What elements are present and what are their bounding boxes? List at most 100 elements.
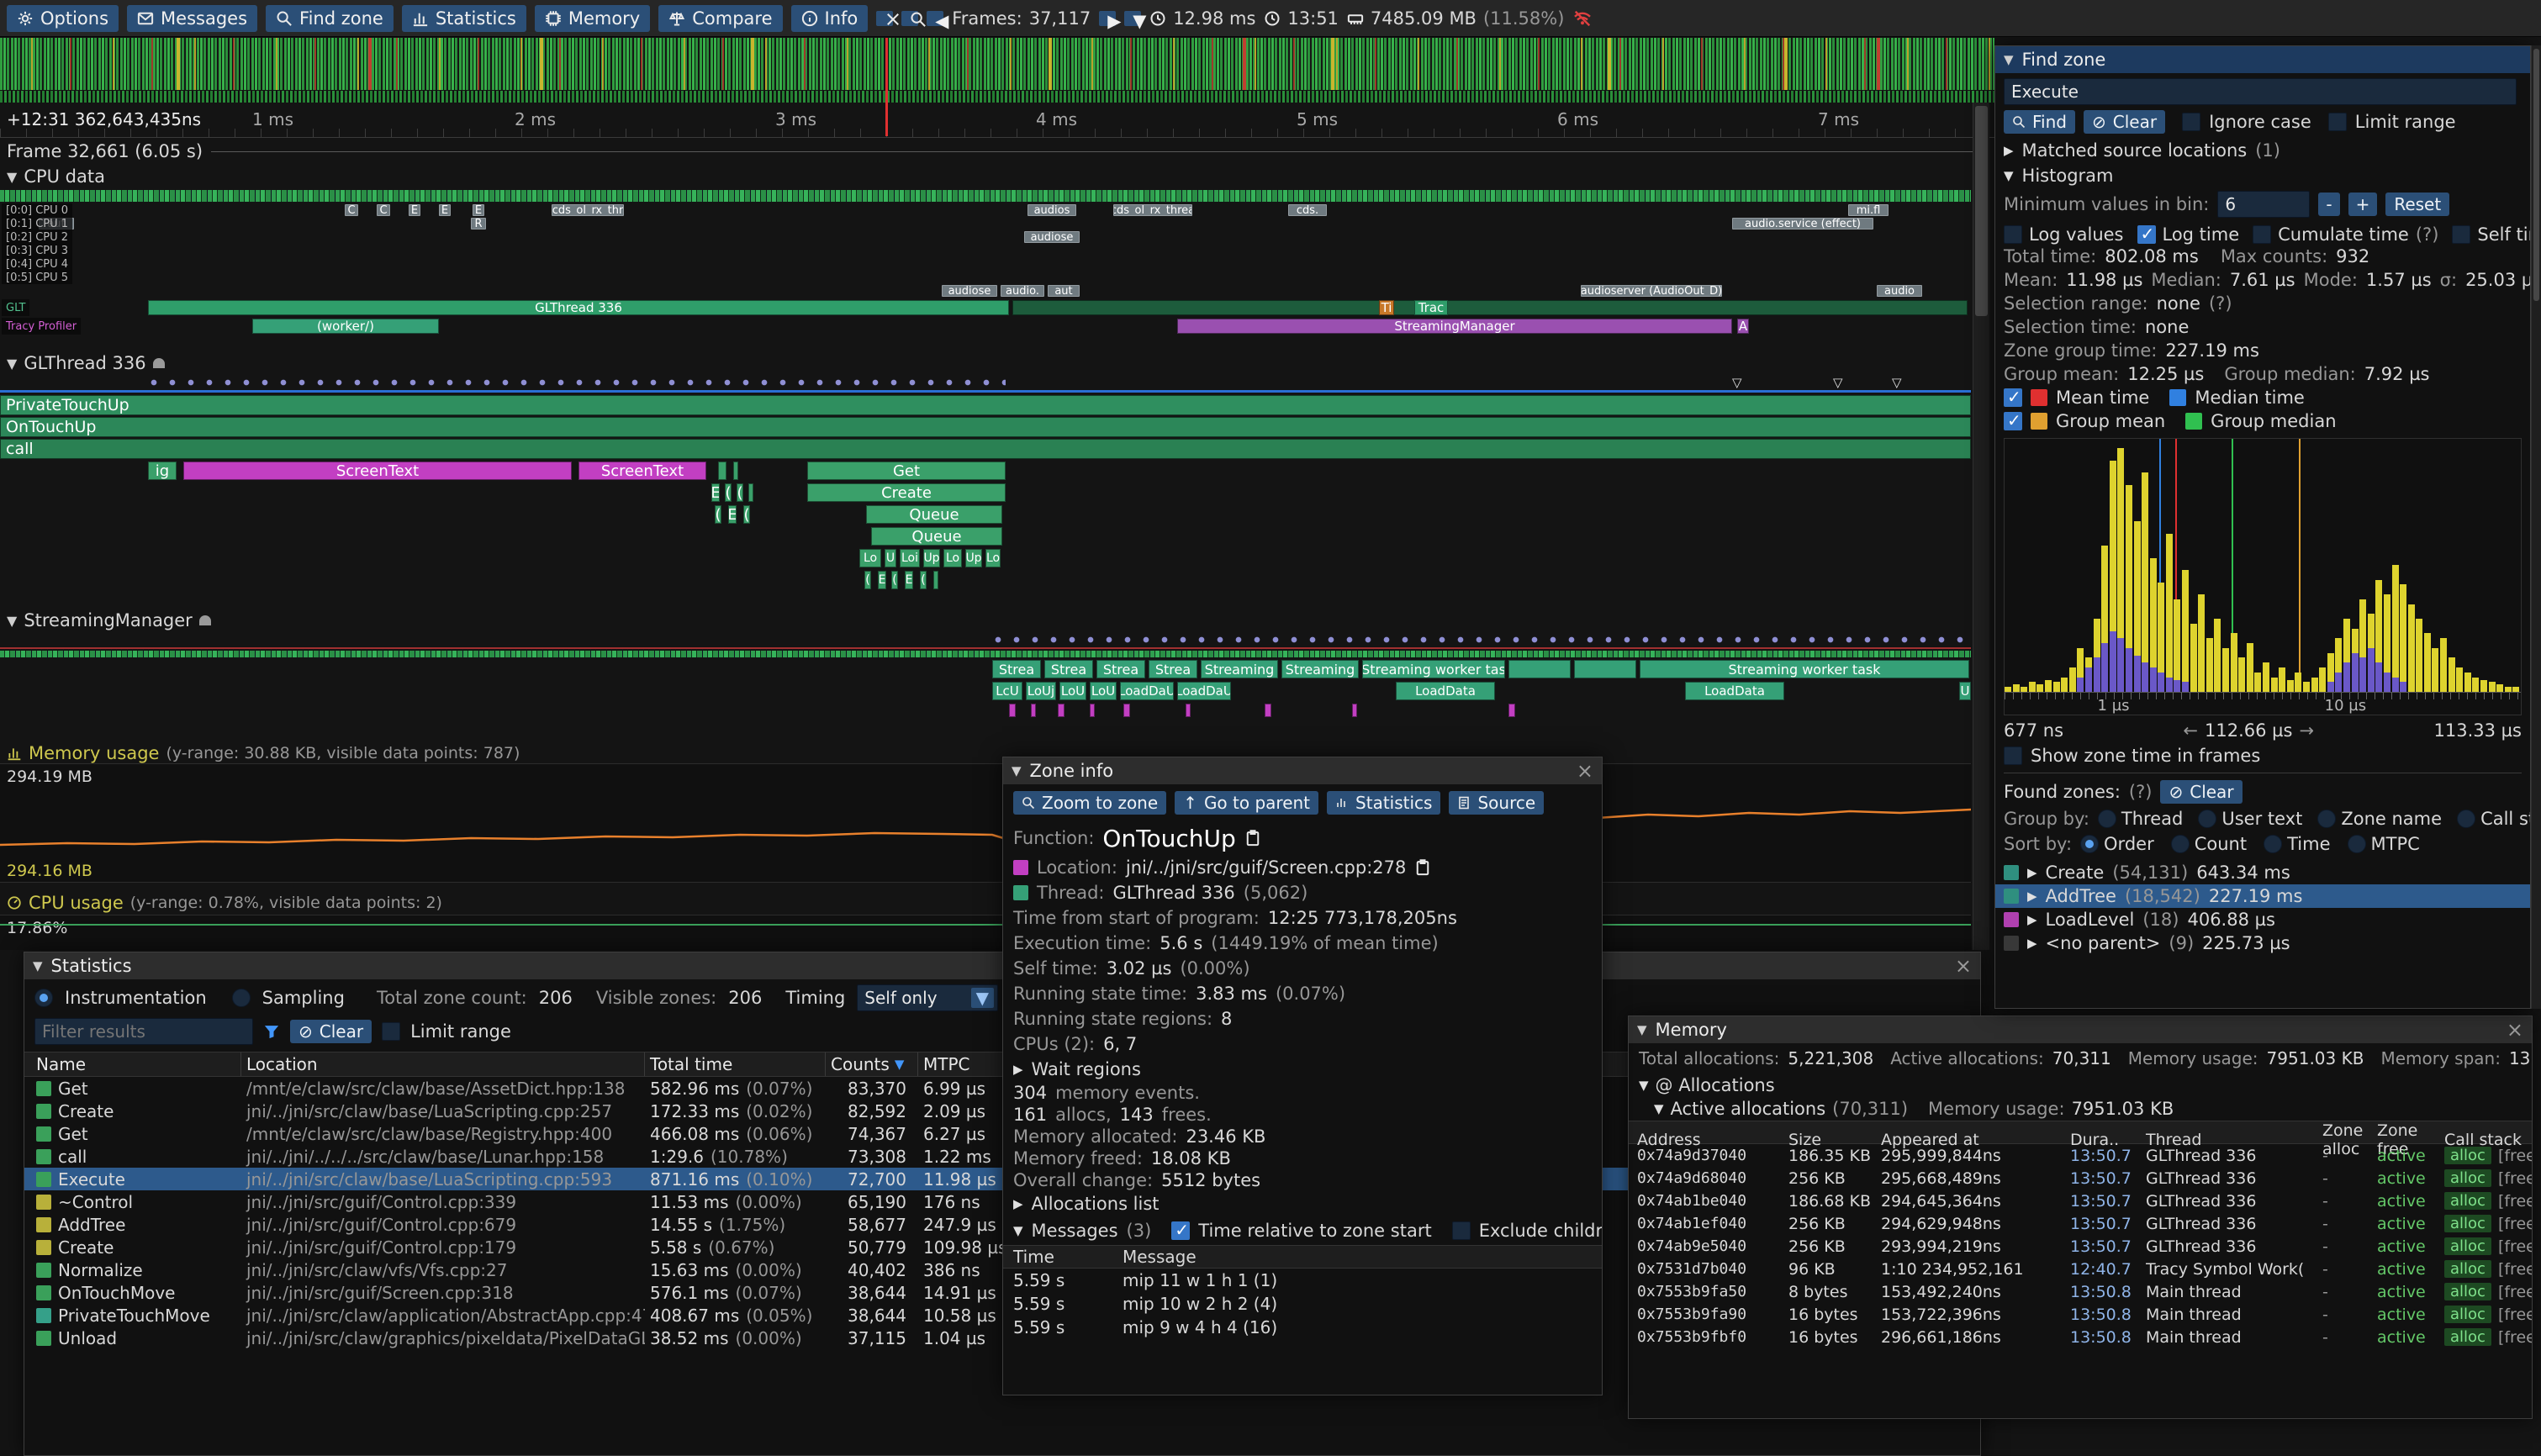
found-zone-group-row[interactable]: ▶ AddTree (18,542) 227.19 ms [1995,884,2530,908]
log-values-checkbox[interactable] [2004,225,2022,244]
cpu-workers-track[interactable]: Tracy Profiler (worker/) StreamingManager… [0,318,1971,335]
instrumentation-radio[interactable] [34,989,53,1007]
zone-bar[interactable]: Up [965,549,982,567]
group-by-radio[interactable]: User text [2198,809,2302,829]
statistics-row[interactable]: Create jni/../jni/src/guif/Control.cpp:1… [24,1236,1980,1258]
zone-bar-ontouchup[interactable]: OnTouchUp [0,417,1971,437]
glthread-section-header[interactable]: ▼ GLThread 336 [7,353,165,373]
allocations-node[interactable]: ▼ @ Allocations [1639,1075,1775,1095]
streaming-marks-row[interactable] [0,703,1971,718]
ghost-icon[interactable] [198,615,211,625]
cpu-zone[interactable]: audio.service (effect) [1732,218,1873,229]
zone-bar[interactable]: ig [148,462,177,480]
compare-button[interactable]: Compare [658,4,783,32]
log-time-checkbox[interactable] [2137,224,2156,244]
cpu-glthread-track[interactable]: GLT GLThread 336 Ti Trac [0,299,1971,316]
allocation-row[interactable]: 0x74a9d37040 186.35 KB 295,999,844ns 13:… [1637,1146,2532,1165]
close-icon[interactable]: × [2506,1018,2523,1042]
zone-mark[interactable] [1058,704,1064,717]
min-bin-input[interactable] [2217,191,2311,218]
histogram-plot[interactable]: 1 µs 10 µs [2004,438,2522,715]
find-zone-titlebar[interactable]: ▼ Find zone [1995,46,2530,73]
zone-mark[interactable] [1009,704,1016,717]
zone-bar[interactable]: ( [920,571,927,589]
cpu-zone[interactable]: C [345,204,358,216]
memory-button[interactable]: Memory [534,4,651,32]
close-icon[interactable]: × [1576,759,1593,783]
zone-bar[interactable]: Streaming [1201,660,1278,678]
find-zone-scrollbar[interactable] [2531,45,2541,1009]
zone-bar[interactable]: U [885,549,896,567]
cpu-zone[interactable]: audioserver (AudioOut_D) [1581,285,1722,297]
cpu-data-header[interactable]: ▼ CPU data [7,166,105,187]
wait-regions-node[interactable]: ▶ Wait regions [1013,1059,1141,1079]
zone-mark[interactable] [1265,704,1271,717]
find-zone-button[interactable]: Find zone [266,4,394,32]
cpu-core-track[interactable]: [0:2] CPU 2 audiose [0,230,1971,244]
cpu-zone[interactable]: audio. [1001,285,1044,297]
memory-titlebar[interactable]: ▼ Memory × [1629,1016,2532,1043]
matched-locations-node[interactable]: ▶ Matched source locations (1) [2004,140,2280,161]
message-marker[interactable]: ▽ [1732,375,1742,390]
self-time-checkbox[interactable] [2452,225,2471,244]
zone-bar[interactable]: LoU [1059,682,1086,700]
streaming-messages-row[interactable] [992,634,1971,646]
glthread-zone-row[interactable]: Lo U Loi Up Lo Up Lo [0,548,1971,568]
zone-mark[interactable] [1186,704,1191,717]
messages-table-header[interactable]: Time Message [1003,1245,1602,1269]
zone-bar[interactable]: Strea [1096,660,1145,678]
zone-bar[interactable]: Lo [985,549,1001,567]
glthread-zone-row[interactable]: E ((Create [0,483,1971,503]
group-by-radio[interactable]: Zone name [2317,809,2442,829]
messages-node[interactable]: ▼ Messages(3) Time relative to zone star… [1003,1216,1602,1245]
scrollbar-thumb[interactable] [1975,106,1988,316]
allocation-row[interactable]: 0x7553b9fbf0 16 bytes 296,661,186ns 13:5… [1637,1327,2532,1347]
allocation-row[interactable]: 0x7531d7b040 96 KB 1:10 234,952,161 12:4… [1637,1259,2532,1279]
scrollbar-thumb[interactable] [2533,49,2539,301]
filter-input[interactable] [34,1018,253,1045]
zone-bar-privatetouchup[interactable]: PrivateTouchUp [0,395,1971,415]
zone-bar[interactable]: Streaming [1281,660,1359,678]
statistics-row[interactable]: Get /mnt/e/claw/src/claw/base/AssetDict.… [24,1077,1980,1100]
statistics-row[interactable]: call jni/../jni/../../../src/claw/base/L… [24,1145,1980,1168]
zone-bar[interactable]: Lo [859,549,881,567]
zone-bar[interactable]: ( [891,571,898,589]
cpu-zone[interactable]: cds. [1288,204,1327,216]
statistics-row[interactable]: OnTouchMove jni/../jni/src/guif/Screen.c… [24,1281,1980,1304]
allocation-row[interactable]: 0x74ab1be040 186.68 KB 294,645,364ns 13:… [1637,1191,2532,1211]
zone-bar[interactable] [748,483,753,502]
cpu-core-track[interactable]: [0:4] CPU 4 [0,257,1971,271]
clipboard-icon[interactable] [1244,830,1261,847]
zone-bar[interactable]: Loi [900,549,920,567]
cpu-thread-zone[interactable]: Ti [1379,300,1394,315]
zone-mark[interactable] [1508,704,1515,717]
cpu-zone[interactable]: C [377,204,390,216]
message-marker[interactable]: ▽ [1892,375,1902,390]
message-row[interactable]: 5.59 s mip 10 w 2 h 2 (4) [1013,1294,1278,1314]
frame-select-button[interactable]: ▼ [1124,10,1146,31]
cpu-thread-zone[interactable]: GLThread 336 [148,300,1009,315]
zone-bar[interactable]: Lo [943,549,962,567]
clear-filter-button[interactable]: ⊘ Clear [290,1020,372,1043]
allocation-row[interactable]: 0x7553b9fa90 16 bytes 153,722,396ns 13:5… [1637,1305,2532,1324]
ignore-case-checkbox[interactable] [2182,113,2201,131]
limit-range-checkbox[interactable] [382,1022,401,1041]
clipboard-icon[interactable] [1414,859,1431,876]
zone-bar-call[interactable]: call [0,439,1971,459]
sort-by-radio[interactable]: Time [2264,834,2331,854]
found-zone-group-row[interactable]: ▶ LoadLevel (18) 406.88 µs [1995,908,2530,931]
zone-info-titlebar[interactable]: ▼ Zone info × [1003,757,1602,784]
statistics-row[interactable]: Create jni/../jni/src/claw/base/LuaScrip… [24,1100,1980,1122]
zone-bar[interactable]: LoadDaU [1177,682,1231,700]
zone-bar[interactable]: Up [923,549,940,567]
message-marker[interactable]: ▽ [1833,375,1843,390]
show-zone-time-checkbox[interactable] [2004,746,2022,765]
message-row[interactable]: 5.59 s mip 9 w 4 h 4 (16) [1013,1317,1278,1337]
cpu-thread-zone[interactable]: A [1737,319,1749,334]
allocation-row[interactable]: 0x7553b9fa50 8 bytes 153,492,240ns 13:50… [1637,1282,2532,1301]
capture-button[interactable] [901,10,927,27]
messages-button[interactable]: Messages [127,4,258,32]
cpu-thread-zone[interactable]: StreamingManager [1177,319,1732,334]
group-lines-checkbox[interactable] [2004,410,2022,430]
cpu-zone[interactable]: cds_ol_rx_thr [552,204,624,216]
